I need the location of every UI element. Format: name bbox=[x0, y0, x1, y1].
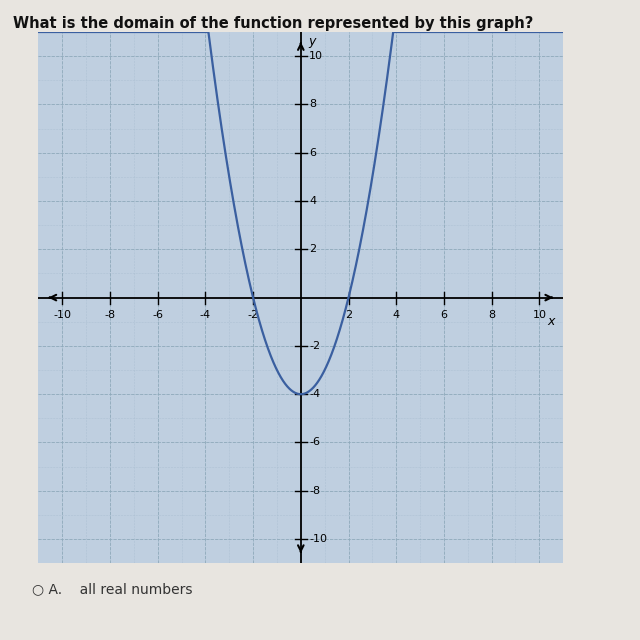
Text: -2: -2 bbox=[248, 310, 259, 319]
Text: 2: 2 bbox=[345, 310, 352, 319]
Text: ○ A.    all real numbers: ○ A. all real numbers bbox=[32, 582, 193, 596]
Text: -8: -8 bbox=[104, 310, 116, 319]
Text: -4: -4 bbox=[200, 310, 211, 319]
Text: -2: -2 bbox=[309, 341, 320, 351]
Text: 6: 6 bbox=[440, 310, 447, 319]
Text: 2: 2 bbox=[309, 244, 316, 254]
Text: -6: -6 bbox=[309, 438, 320, 447]
Text: x: x bbox=[548, 314, 555, 328]
Text: 10: 10 bbox=[532, 310, 547, 319]
Text: 4: 4 bbox=[309, 196, 316, 206]
Text: 4: 4 bbox=[393, 310, 400, 319]
Text: -10: -10 bbox=[53, 310, 71, 319]
Text: -6: -6 bbox=[152, 310, 163, 319]
Text: What is the domain of the function represented by this graph?: What is the domain of the function repre… bbox=[13, 16, 533, 31]
Text: 6: 6 bbox=[309, 148, 316, 157]
Text: y: y bbox=[308, 35, 316, 48]
Text: 10: 10 bbox=[309, 51, 323, 61]
Text: -10: -10 bbox=[309, 534, 327, 544]
Text: 8: 8 bbox=[309, 99, 316, 109]
Text: -4: -4 bbox=[309, 389, 320, 399]
Text: 8: 8 bbox=[488, 310, 495, 319]
Text: -8: -8 bbox=[309, 486, 320, 496]
